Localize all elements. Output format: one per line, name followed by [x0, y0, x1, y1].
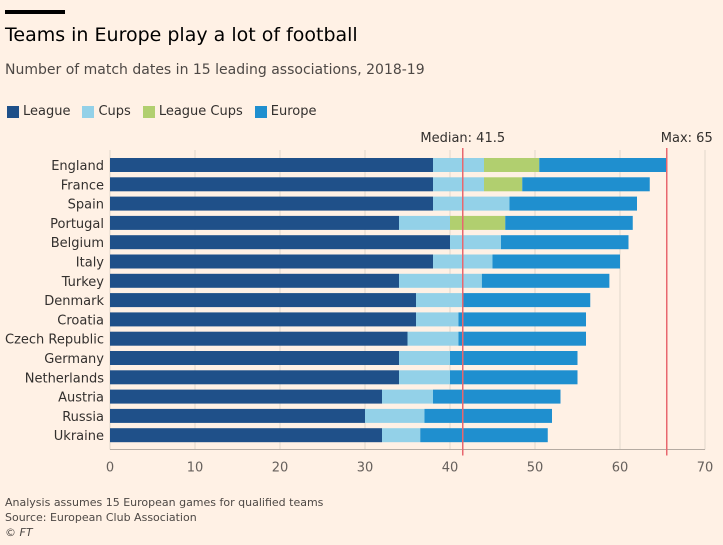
bar-segment-cups [399, 370, 450, 385]
bar-segment-league [110, 196, 433, 211]
legend: League Cups League Cups Europe [7, 104, 316, 119]
bar-segment-league [110, 254, 433, 269]
bar-segment-league [110, 408, 365, 423]
bar-segment-europe [458, 312, 586, 327]
bar-segment-league [110, 177, 433, 192]
bar-segment-cups [433, 196, 510, 211]
category-label: Netherlands [25, 371, 104, 386]
bar-segment-europe [522, 177, 650, 192]
category-label: Czech Republic [5, 333, 104, 348]
bar-segment-cups [450, 235, 501, 250]
footnote-copyright: © FT [5, 526, 33, 539]
footnotes: Analysis assumes 15 European games for q… [5, 495, 323, 540]
x-tick-label: 20 [272, 461, 289, 476]
bar-segment-league [110, 370, 399, 385]
bar-segment-europe [420, 428, 548, 443]
category-label: Belgium [51, 236, 104, 251]
bar-segment-cups [365, 408, 425, 423]
bar-segment-europe [539, 158, 667, 172]
category-label: Denmark [44, 294, 104, 309]
bar-segment-league [110, 273, 399, 288]
legend-item: Europe [254, 104, 317, 119]
bar-segment-cups [433, 177, 484, 192]
bar-segment-europe [424, 408, 552, 423]
legend-label: Cups [98, 104, 131, 119]
bar-segment-cups [382, 428, 421, 443]
bar-segment-cups [433, 158, 484, 172]
bar-segment-europe [450, 351, 578, 365]
bar-segment-league [110, 215, 399, 230]
bar-segment-europe [458, 331, 586, 346]
legend-swatch [254, 105, 267, 118]
bar-segment-cups [416, 312, 459, 327]
legend-item: League [7, 104, 70, 119]
category-label: Austria [58, 391, 104, 406]
x-tick-label: 0 [106, 461, 114, 476]
bar-segment-league [110, 158, 433, 172]
footnote-analysis: Analysis assumes 15 European games for q… [5, 496, 324, 509]
reference-label: Median: 41.5 [420, 131, 505, 146]
legend-item: Cups [82, 104, 131, 119]
bar-segment-league [110, 312, 416, 327]
x-tick-label: 10 [187, 461, 204, 476]
chart-subtitle: Number of match dates in 15 leading asso… [5, 62, 425, 78]
category-label: France [61, 178, 104, 193]
legend-swatch [142, 105, 155, 118]
category-label: Ukraine [54, 429, 104, 444]
bar-segment-cups [407, 331, 459, 346]
bar-segment-cups [382, 389, 433, 404]
bar-segment-league-cups [484, 158, 540, 172]
category-label: England [51, 159, 104, 174]
bar-segment-europe [505, 215, 633, 230]
bar-segment-cups [416, 293, 463, 308]
legend-swatch [82, 105, 95, 118]
bar-segment-league [110, 428, 382, 443]
category-label: Spain [68, 198, 104, 213]
legend-swatch [7, 105, 19, 118]
x-tick-label: 70 [697, 461, 714, 476]
title-rule [5, 10, 65, 14]
reference-label: Max: 65 [661, 131, 713, 146]
category-label: Russia [62, 410, 104, 425]
bar-segment-europe [462, 293, 591, 308]
bar-segment-europe [509, 196, 637, 211]
bar-segment-league [110, 235, 450, 250]
category-label: Turkey [61, 275, 105, 290]
bar-segment-cups [399, 351, 450, 365]
bar-segment-europe [433, 389, 561, 404]
category-label: Germany [44, 352, 104, 367]
legend-label: League [23, 104, 71, 119]
bar-segment-league [110, 389, 382, 404]
x-tick-label: 60 [612, 461, 629, 476]
bar-segment-league-cups [450, 215, 506, 230]
bar-segment-league [110, 331, 408, 346]
legend-label: Europe [270, 104, 317, 119]
bar-segment-europe [492, 254, 620, 269]
bar-segment-league-cups [484, 177, 523, 192]
x-tick-label: 30 [357, 461, 374, 476]
category-label: Croatia [57, 313, 104, 328]
bar-segment-cups [399, 215, 450, 230]
legend-item: League Cups [142, 104, 243, 119]
bar-segment-league [110, 351, 399, 365]
x-tick-label: 50 [527, 461, 544, 476]
legend-label: League Cups [158, 104, 243, 119]
bar-segment-europe [481, 273, 610, 288]
bar-segment-europe [450, 370, 578, 385]
x-tick-label: 40 [442, 461, 459, 476]
bar-segment-cups [399, 273, 482, 288]
category-label: Portugal [50, 217, 104, 232]
bar-segment-europe [501, 235, 629, 250]
chart-title: Teams in Europe play a lot of football [5, 24, 358, 46]
bar-segment-league [110, 293, 416, 308]
category-label: Italy [76, 256, 105, 271]
footnote-source: Source: European Club Association [5, 511, 197, 524]
